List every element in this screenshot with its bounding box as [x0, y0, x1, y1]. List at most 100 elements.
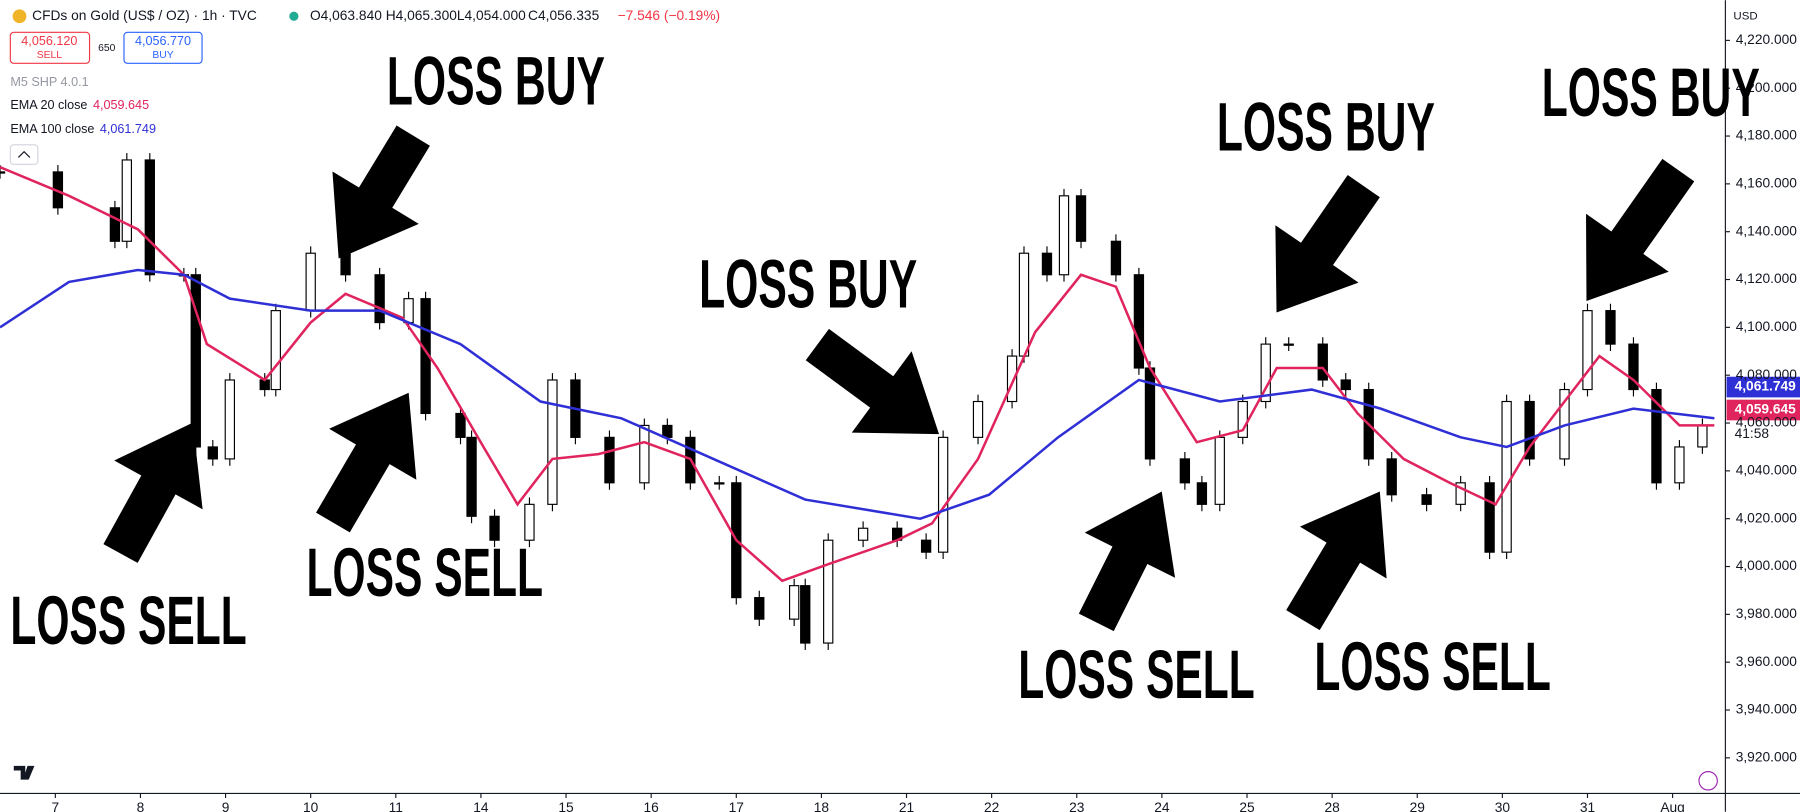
candle-body	[305, 252, 316, 312]
y-tick-label: 4,020.000	[1736, 510, 1798, 525]
candle-body	[604, 436, 615, 484]
x-tick-label: 28	[1324, 800, 1340, 812]
market-status	[289, 11, 299, 21]
sell-label: SELL	[37, 50, 63, 61]
annotation-arrow	[1586, 158, 1695, 301]
x-tick-label: 9	[222, 800, 230, 812]
candle-body	[1501, 400, 1512, 553]
ema100-price-tag	[1726, 376, 1800, 398]
y-tick-label: 4,160.000	[1736, 176, 1798, 191]
candle-body	[1058, 195, 1070, 276]
y-tick-label: 4,040.000	[1736, 463, 1798, 478]
sell-price: 4,056.120	[21, 34, 77, 48]
candle-body	[190, 274, 201, 448]
y-tick-label: 4,100.000	[1736, 319, 1798, 334]
y-tick-label: 3,940.000	[1736, 702, 1798, 717]
annotation-arrow	[316, 392, 417, 533]
candle-body	[524, 503, 535, 541]
annotation-label: LOSS BUY	[1542, 54, 1760, 131]
candle-body	[1133, 274, 1145, 369]
x-tick-label: 14	[473, 800, 489, 812]
candle-body	[0, 171, 6, 174]
candle-body	[374, 274, 385, 324]
candle-body	[1018, 252, 1030, 357]
candle-body	[1041, 252, 1053, 276]
candle-body	[920, 539, 932, 553]
y-tick-label: 4,120.000	[1736, 271, 1798, 286]
x-tick-label: 15	[558, 800, 574, 812]
ohlc-open: O4,063.840	[310, 8, 382, 23]
buy-button[interactable]	[123, 31, 203, 64]
y-tick-label: 3,920.000	[1736, 749, 1798, 764]
candle-body	[972, 400, 984, 438]
collapse-icon	[17, 150, 31, 158]
x-tick-label: 8	[137, 800, 145, 812]
x-tick-label: 7	[51, 800, 59, 812]
ohlc-change: −7.546 (−0.19%)	[618, 8, 721, 23]
ema-line	[0, 165, 1715, 583]
candle-body	[789, 585, 800, 620]
candle-body	[1340, 379, 1351, 391]
candle-body	[662, 424, 673, 438]
x-tick-label: 30	[1495, 800, 1511, 812]
indicator: M5 SHP 4.0.1	[10, 75, 88, 89]
candle-body	[207, 446, 218, 460]
candle-body	[1260, 343, 1271, 403]
candle-body	[1582, 310, 1593, 391]
y-tick-label: 4,060.000	[1736, 415, 1798, 430]
y-tick-label: 4,000.000	[1736, 558, 1798, 573]
annotation-label: LOSS SELL	[1018, 636, 1254, 713]
buy-label: BUY	[152, 50, 173, 61]
candle-body	[1283, 343, 1294, 346]
candle-body	[466, 436, 477, 517]
y-tick-label: 4,180.000	[1736, 128, 1798, 143]
annotation-label: LOSS SELL	[10, 582, 246, 659]
candle-body	[1455, 482, 1466, 505]
candle-body	[1075, 195, 1087, 242]
ohlc-low: L4,054.000	[457, 8, 526, 23]
candle-body	[1006, 355, 1018, 403]
candle-body	[800, 585, 811, 644]
y-tick-label: 4,220.000	[1736, 32, 1798, 47]
x-tick-label: 16	[644, 800, 660, 812]
candle-body	[1524, 400, 1535, 460]
symbol: CFDs on Gold (US$ / OZ) · 1h · TVC	[32, 8, 257, 23]
plot-area	[0, 153, 1715, 650]
candle-body	[455, 412, 466, 438]
events-button[interactable]	[1698, 771, 1718, 791]
candle-body	[1110, 240, 1122, 276]
candle-body	[1196, 482, 1208, 505]
x-tick-label: 23	[1069, 800, 1085, 812]
candle-body	[1674, 446, 1685, 484]
candle-body	[857, 527, 869, 541]
x-tick-label: 31	[1580, 800, 1595, 812]
ema100-price-label: 4,061.749	[1735, 379, 1797, 394]
spread: 650	[98, 43, 115, 54]
candle-body	[121, 159, 132, 242]
candle-body	[937, 436, 949, 553]
x-tick-label: 29	[1410, 800, 1425, 812]
y-tick-label: 3,960.000	[1736, 654, 1798, 669]
candle-body	[1697, 424, 1708, 448]
candle-body	[489, 515, 500, 541]
annotation-label: LOSS BUY	[387, 42, 605, 119]
legend-ema100-value: 4,061.749	[100, 122, 156, 136]
candle-body	[547, 379, 558, 505]
candle-body	[823, 539, 834, 644]
candle-body	[109, 207, 121, 242]
annotation-arrow	[1078, 491, 1176, 632]
candle-body	[224, 379, 235, 460]
sell-button[interactable]	[9, 31, 91, 64]
x-tick-label: 17	[729, 800, 744, 812]
x-tick-label: 22	[984, 800, 999, 812]
candle-body	[270, 310, 281, 391]
ohlc-high: H4,065.300	[386, 8, 458, 23]
candle-body	[1628, 343, 1639, 391]
ohlc-close: C4,056.335	[528, 8, 600, 23]
collapse-button[interactable]	[9, 144, 39, 165]
annotation-arrow	[1275, 175, 1380, 313]
tv-logo	[13, 765, 35, 780]
y-tick-label: 4,080.000	[1736, 367, 1798, 382]
candle-body	[1214, 436, 1225, 505]
